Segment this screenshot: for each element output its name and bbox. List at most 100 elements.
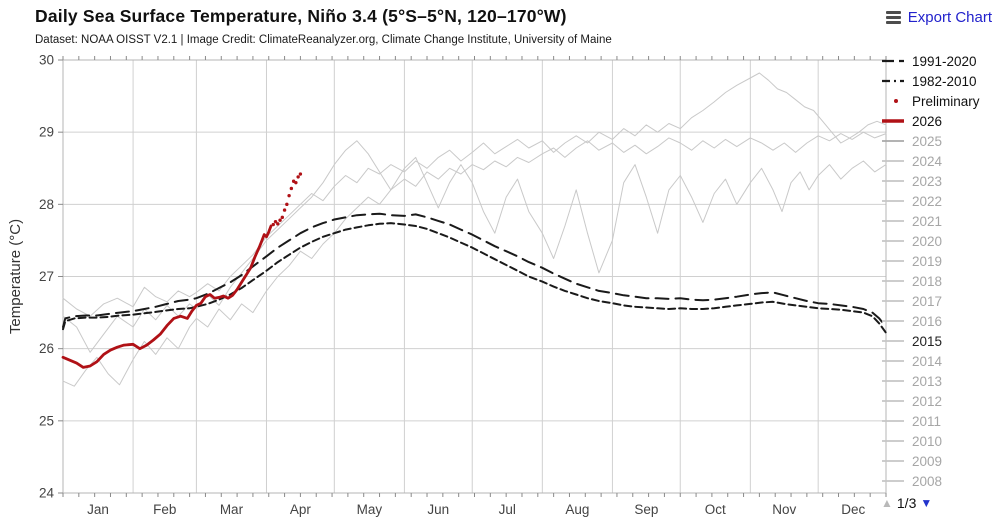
legend-label: 2010 xyxy=(912,433,943,449)
legend-item-2026[interactable]: 2026 xyxy=(881,111,999,131)
legend-item-2025[interactable]: 2025 xyxy=(881,131,999,151)
legend-label: 2022 xyxy=(912,193,943,209)
y-tick-label: 29 xyxy=(39,125,54,140)
legend-label: 2019 xyxy=(912,253,943,269)
x-tick-label: Sep xyxy=(634,502,658,517)
series-line-1991-2020 xyxy=(62,212,887,328)
legend-pagination: ▲ 1/3 ▼ xyxy=(881,493,999,513)
legend-label: 2016 xyxy=(912,313,943,329)
series-line-2026 xyxy=(61,224,273,369)
legend-label: 2017 xyxy=(912,293,943,309)
x-tick-label: May xyxy=(357,502,383,517)
legend-label: 2012 xyxy=(912,393,943,409)
series-point-preliminary xyxy=(285,202,289,207)
legend-swatch-line xyxy=(882,280,904,282)
legend-item-preliminary[interactable]: Preliminary xyxy=(881,91,999,111)
legend-item-2015[interactable]: 2015 xyxy=(881,331,999,351)
legend-label: 2008 xyxy=(912,473,943,489)
legend-item-2018[interactable]: 2018 xyxy=(881,271,999,291)
y-axis-title: Temperature (°C) xyxy=(7,219,24,334)
legend-label: 2014 xyxy=(912,353,943,369)
legend-label: 2018 xyxy=(912,273,943,289)
legend-swatch-line xyxy=(882,360,904,362)
legend-label: 2015 xyxy=(912,333,943,349)
legend-item-2020[interactable]: 2020 xyxy=(881,231,999,251)
export-chart-button[interactable]: Export Chart xyxy=(885,9,992,26)
legend-swatch-line xyxy=(882,260,904,262)
series-point-preliminary xyxy=(287,193,291,198)
legend-item-1991-2020[interactable]: 1991-2020 xyxy=(881,51,999,71)
y-tick-label: 28 xyxy=(39,197,54,212)
y-tick-label: 30 xyxy=(39,53,54,68)
series-point-preliminary xyxy=(294,180,298,185)
legend-page-down-icon[interactable]: ▼ xyxy=(920,496,933,510)
legend-item-2023[interactable]: 2023 xyxy=(881,171,999,191)
y-tick-label: 26 xyxy=(39,341,54,356)
legend-swatch-line xyxy=(882,200,904,202)
legend-item-2013[interactable]: 2013 xyxy=(881,371,999,391)
legend-swatch-line xyxy=(882,400,904,402)
legend-item-2021[interactable]: 2021 xyxy=(881,211,999,231)
legend-swatch-line xyxy=(882,180,904,182)
chart-legend: 1991-2020 1982-2010 Preliminary 2026 2025 202… xyxy=(881,51,999,513)
x-tick-label: Feb xyxy=(153,502,176,517)
series-point-preliminary xyxy=(296,175,300,179)
page-title: Daily Sea Surface Temperature, Niño 3.4 … xyxy=(35,6,567,26)
series-point-preliminary xyxy=(278,218,282,222)
legend-label: 2013 xyxy=(912,373,943,389)
y-tick-label: 24 xyxy=(39,486,55,501)
legend-item-2010[interactable]: 2010 xyxy=(881,431,999,451)
legend-page-up-icon[interactable]: ▲ xyxy=(881,496,893,510)
legend-item-2019[interactable]: 2019 xyxy=(881,251,999,271)
series-point-preliminary xyxy=(271,222,275,227)
legend-swatch-line xyxy=(882,380,904,382)
x-tick-label: Oct xyxy=(705,502,726,517)
legend-label: 2021 xyxy=(912,213,943,229)
series-point-preliminary xyxy=(273,219,278,224)
legend-label: 2011 xyxy=(912,413,942,429)
legend-item-2017[interactable]: 2017 xyxy=(881,291,999,311)
x-tick-label: Jan xyxy=(87,502,109,517)
series-line-1982-2010 xyxy=(62,222,887,334)
legend-item-2012[interactable]: 2012 xyxy=(881,391,999,411)
series-point-preliminary xyxy=(276,222,280,226)
legend-swatch-line xyxy=(882,460,904,462)
legend-label: 1982-2010 xyxy=(912,73,977,89)
x-tick-label: Mar xyxy=(220,502,244,517)
legend-swatch-line xyxy=(882,320,904,322)
legend-item-2009[interactable]: 2009 xyxy=(881,451,999,471)
legend-item-1982-2010[interactable]: 1982-2010 xyxy=(881,71,999,91)
legend-item-2022[interactable]: 2022 xyxy=(881,191,999,211)
hamburger-menu-icon xyxy=(885,11,901,24)
legend-label: 2025 xyxy=(912,133,943,149)
legend-swatch-line xyxy=(882,440,904,442)
series-point-preliminary xyxy=(282,208,287,212)
legend-item-2024[interactable]: 2024 xyxy=(881,151,999,171)
legend-swatch-dot xyxy=(894,99,898,103)
legend-swatch-line xyxy=(882,160,904,162)
legend-page-indicator: 1/3 xyxy=(896,495,917,511)
legend-swatch-line xyxy=(882,220,904,222)
legend-label: 2009 xyxy=(912,453,943,469)
legend-label: 2020 xyxy=(912,233,943,249)
legend-item-2008[interactable]: 2008 xyxy=(881,471,999,491)
legend-swatch-dash-dot xyxy=(882,79,904,83)
legend-item-2014[interactable]: 2014 xyxy=(881,351,999,371)
chart-credit-subtitle: Dataset: NOAA OISST V2.1 | Image Credit:… xyxy=(35,34,612,46)
legend-swatch-line xyxy=(882,480,904,482)
legend-swatch-line xyxy=(882,340,904,342)
legend-swatch-thick-line xyxy=(882,119,904,123)
legend-swatch-line xyxy=(882,240,904,242)
legend-swatch-long-dash xyxy=(882,59,904,63)
legend-label: 1991-2020 xyxy=(912,53,977,69)
export-chart-label: Export Chart xyxy=(907,9,992,26)
x-tick-label: Jul xyxy=(499,502,516,517)
legend-item-2016[interactable]: 2016 xyxy=(881,311,999,331)
series-line-2015 xyxy=(62,72,887,317)
x-tick-label: Jun xyxy=(427,502,449,517)
x-tick-label: Nov xyxy=(772,502,796,517)
series-point-preliminary xyxy=(289,186,294,191)
legend-item-2011[interactable]: 2011 xyxy=(881,411,999,431)
